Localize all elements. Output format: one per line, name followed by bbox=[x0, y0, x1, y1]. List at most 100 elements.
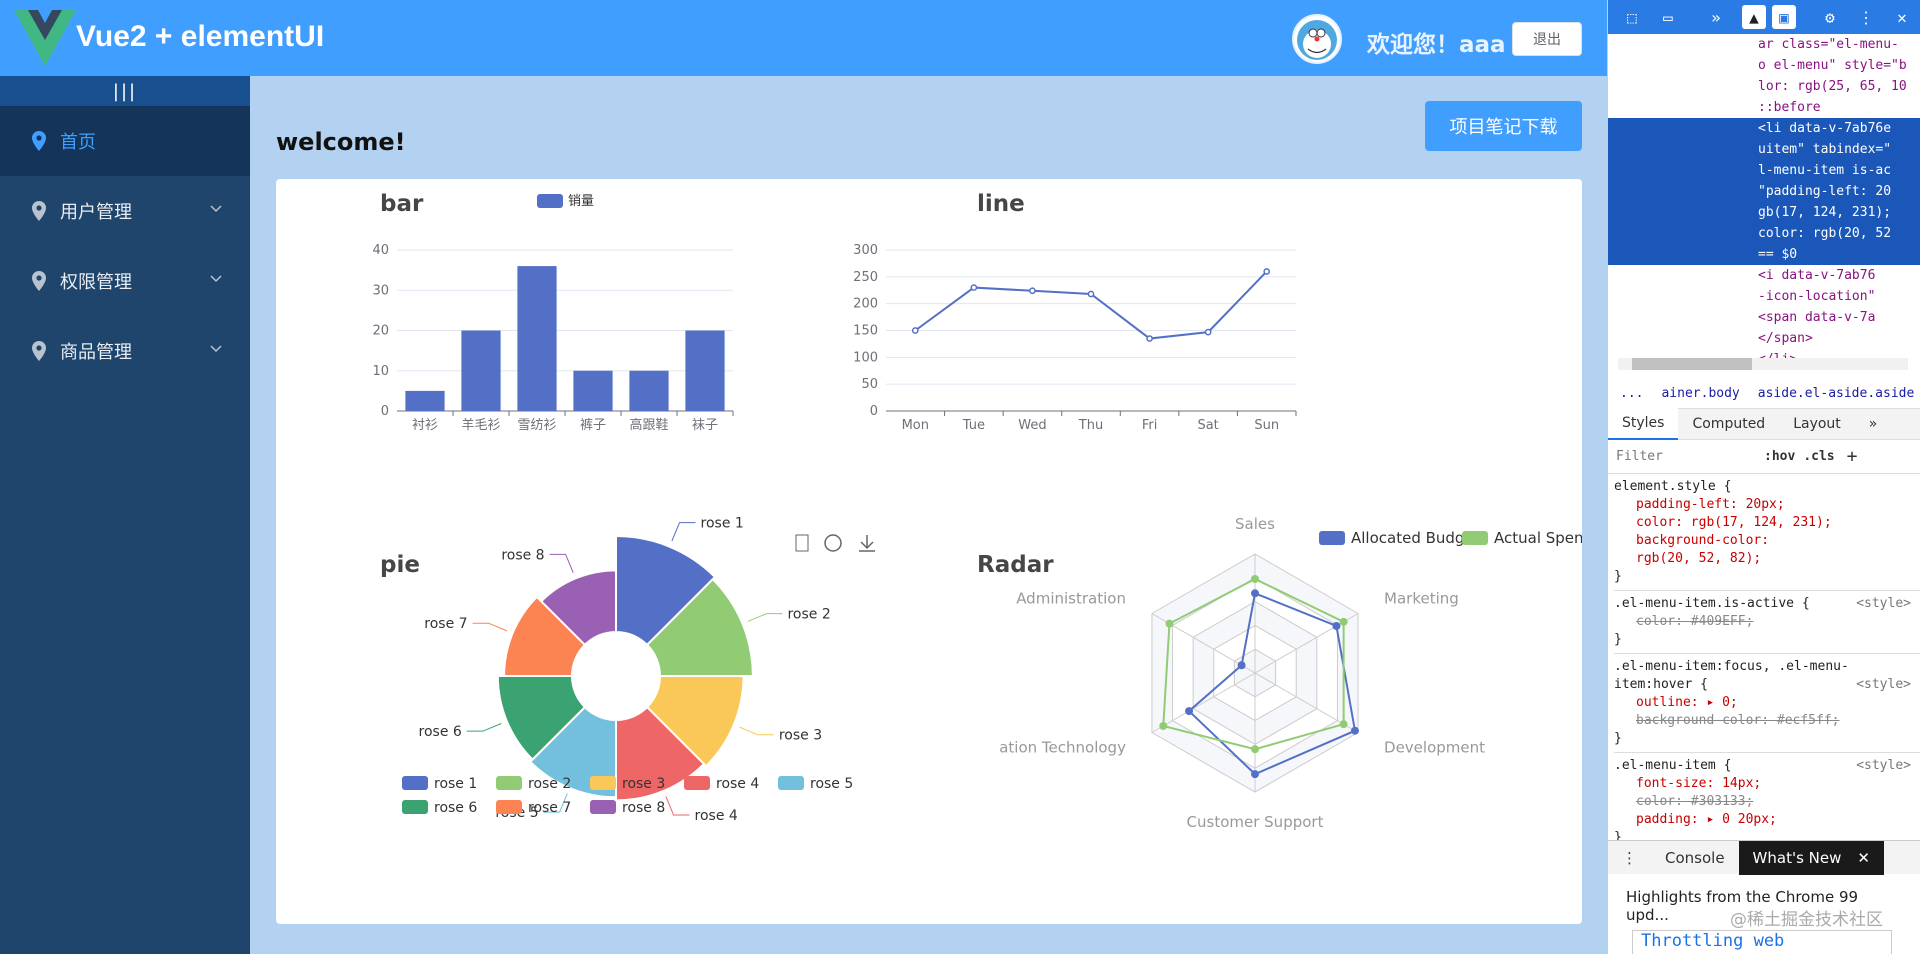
breadcrumb-item[interactable]: ... bbox=[1620, 385, 1644, 401]
throttling-link[interactable]: Throttling web bbox=[1632, 930, 1892, 954]
bar-mark bbox=[629, 370, 669, 411]
radar-point bbox=[1339, 617, 1348, 626]
tab-whats-new[interactable]: What's New bbox=[1738, 840, 1856, 875]
user-avatar[interactable] bbox=[1292, 14, 1342, 64]
dom-node-line[interactable]: l-menu-item is-ac bbox=[1608, 160, 1920, 181]
bar-mark bbox=[685, 330, 725, 411]
rule-property[interactable]: background-color: bbox=[1636, 533, 1770, 548]
pie-label-line bbox=[549, 553, 574, 574]
pie-label-line bbox=[665, 796, 690, 816]
rule-property[interactable]: color: #409EFF; bbox=[1636, 614, 1754, 629]
bar-x-tick-label: 雪纺衫 bbox=[517, 418, 556, 433]
line-x-tick-label: Sat bbox=[1197, 418, 1218, 433]
close-icon[interactable]: ✕ bbox=[1897, 7, 1907, 27]
horizontal-scrollbar[interactable] bbox=[1618, 358, 1908, 370]
rule-property[interactable]: background-color: #ecf5ff; bbox=[1636, 713, 1840, 728]
devtools-panel: ⬚ ▭ » ▲ ▣ ⚙ ⋮ ✕ ar class="el-menu-o el-m… bbox=[1607, 0, 1920, 954]
new-rule-button[interactable]: + bbox=[1846, 446, 1858, 467]
radar-point bbox=[1251, 770, 1259, 779]
dom-tree[interactable]: ar class="el-menu-o el-menu" style="b lor… bbox=[1608, 34, 1920, 367]
tab-console[interactable]: Console bbox=[1665, 848, 1725, 867]
dom-node-line[interactable]: ::before bbox=[1758, 100, 1821, 115]
collapse-toggle[interactable]: ||| bbox=[0, 76, 250, 106]
line-y-tick-label: 300 bbox=[853, 243, 878, 258]
radar-point bbox=[1251, 589, 1259, 598]
sidebar-item-products[interactable]: 商品管理 bbox=[0, 316, 250, 386]
rule-source[interactable]: <style> bbox=[1856, 677, 1911, 692]
dom-node-line[interactable]: <li data-v-7ab76e bbox=[1608, 118, 1920, 139]
devtools-toolbar: ⬚ ▭ » ▲ ▣ ⚙ ⋮ ✕ bbox=[1608, 0, 1920, 34]
sidebar-item-label: 用户管理 bbox=[60, 202, 132, 223]
line-point bbox=[1263, 268, 1271, 275]
dom-node-line[interactable]: <i data-v-7ab76 bbox=[1758, 268, 1876, 283]
style-rule[interactable]: .el-menu-item:focus, .el-menu-item:hover… bbox=[1614, 654, 1920, 753]
breadcrumb-item[interactable]: aside.el-aside.aside bbox=[1757, 385, 1915, 401]
dom-node-line[interactable]: o el-menu" style="b bbox=[1758, 58, 1907, 73]
radar-indicator-label: Administration bbox=[1016, 590, 1126, 608]
hov-toggle[interactable]: :hov bbox=[1764, 449, 1796, 464]
dom-node-line[interactable]: -icon-location" bbox=[1758, 289, 1876, 304]
rule-source[interactable]: <style> bbox=[1856, 758, 1911, 773]
message-icon[interactable]: ▣ bbox=[1772, 5, 1796, 29]
more-options-icon[interactable]: ⋮ bbox=[1858, 7, 1874, 27]
bar-x-tick-label: 裤子 bbox=[580, 418, 606, 433]
download-notes-button[interactable]: 项目笔记下载 bbox=[1425, 101, 1582, 151]
rule-property[interactable]: color: rgb(17, 124, 231); bbox=[1636, 515, 1832, 530]
rule-selector: .el-menu-item:focus, .el-menu-item:hover… bbox=[1614, 659, 1911, 692]
style-rules[interactable]: element.style {padding-left: 20px; color:… bbox=[1608, 474, 1920, 852]
sidebar-item-permissions[interactable]: 权限管理 bbox=[0, 246, 250, 316]
rule-property[interactable]: padding-left: 20px; bbox=[1636, 497, 1785, 512]
warning-icon[interactable]: ▲ bbox=[1742, 5, 1766, 29]
radar-indicator-label: Customer Support bbox=[1187, 813, 1324, 831]
dom-node-line[interactable]: </span> bbox=[1758, 331, 1813, 346]
tab-styles[interactable]: Styles bbox=[1608, 408, 1679, 440]
rule-property[interactable]: rgb(20, 52, 82); bbox=[1636, 551, 1762, 566]
cls-toggle[interactable]: .cls bbox=[1803, 449, 1835, 464]
rule-property[interactable]: color: #303133; bbox=[1636, 794, 1754, 809]
tab-computed[interactable]: Computed bbox=[1692, 416, 1766, 432]
sidebar: ||| 首页 用户管理 权限管理 商品管理 bbox=[0, 76, 250, 954]
dom-node-line[interactable]: <span data-v-7a bbox=[1758, 310, 1876, 325]
radar-point bbox=[1350, 726, 1359, 735]
dom-node-line[interactable]: "padding-left: 20 bbox=[1608, 181, 1920, 202]
style-rule[interactable]: .el-menu-item {<style> font-size: 14px; co… bbox=[1614, 753, 1920, 852]
device-toolbar-icon[interactable]: ▭ bbox=[1663, 7, 1673, 27]
dom-node-line[interactable]: ar class="el-menu- bbox=[1758, 37, 1899, 52]
tab-layout[interactable]: Layout bbox=[1793, 416, 1841, 432]
rule-property[interactable]: padding: ▸ 0 20px; bbox=[1636, 812, 1777, 827]
logout-button[interactable]: 退出 bbox=[1512, 22, 1582, 56]
dom-node-line[interactable]: color: rgb(20, 52 bbox=[1608, 223, 1920, 244]
dom-node-line[interactable]: gb(17, 124, 231); bbox=[1608, 202, 1920, 223]
line-series bbox=[914, 270, 1268, 340]
charts-card: bar line pie Radar 销量 0 10 20 30 40 衬衫 羊毛衫 雪纺衫 裤子… bbox=[276, 179, 1582, 924]
line-y-tick-label: 50 bbox=[861, 377, 878, 392]
line-point bbox=[1029, 287, 1036, 295]
style-rule[interactable]: element.style {padding-left: 20px; color:… bbox=[1614, 474, 1920, 591]
tab-more[interactable]: » bbox=[1868, 416, 1878, 432]
breadcrumb-item[interactable]: ainer.body bbox=[1661, 385, 1740, 401]
pie-slice-label: rose 3 bbox=[779, 728, 822, 744]
chevron-down-icon bbox=[210, 345, 222, 353]
gear-icon[interactable]: ⚙ bbox=[1825, 7, 1835, 27]
more-panels-icon[interactable]: » bbox=[1711, 7, 1721, 27]
rule-close: } bbox=[1614, 569, 1622, 584]
sidebar-item-home[interactable]: 首页 bbox=[0, 106, 250, 176]
save-image-icon bbox=[859, 535, 875, 552]
location-icon bbox=[32, 271, 46, 291]
more-options-icon[interactable]: ⋮ bbox=[1622, 848, 1637, 867]
close-icon[interactable]: ✕ bbox=[1855, 840, 1884, 875]
pie-slice bbox=[615, 534, 717, 647]
inspect-element-icon[interactable]: ⬚ bbox=[1627, 7, 1637, 27]
bar-mark bbox=[573, 370, 613, 411]
location-icon bbox=[32, 201, 46, 221]
rule-property[interactable]: font-size: 14px; bbox=[1636, 776, 1762, 791]
radar-legend-swatch bbox=[1319, 531, 1345, 545]
dom-node-line[interactable]: lor: rgb(25, 65, 10 bbox=[1758, 79, 1907, 94]
rule-source[interactable]: <style> bbox=[1856, 596, 1911, 611]
dom-node-line[interactable]: uitem" tabindex=" bbox=[1608, 139, 1920, 160]
style-rule[interactable]: .el-menu-item.is-active {<style> color: #… bbox=[1614, 591, 1920, 654]
dom-node-line[interactable]: == $0 bbox=[1608, 244, 1920, 265]
rule-property[interactable]: outline: ▸ 0; bbox=[1636, 695, 1738, 710]
sidebar-item-users[interactable]: 用户管理 bbox=[0, 176, 250, 246]
filter-input[interactable]: Filter bbox=[1616, 449, 1663, 464]
